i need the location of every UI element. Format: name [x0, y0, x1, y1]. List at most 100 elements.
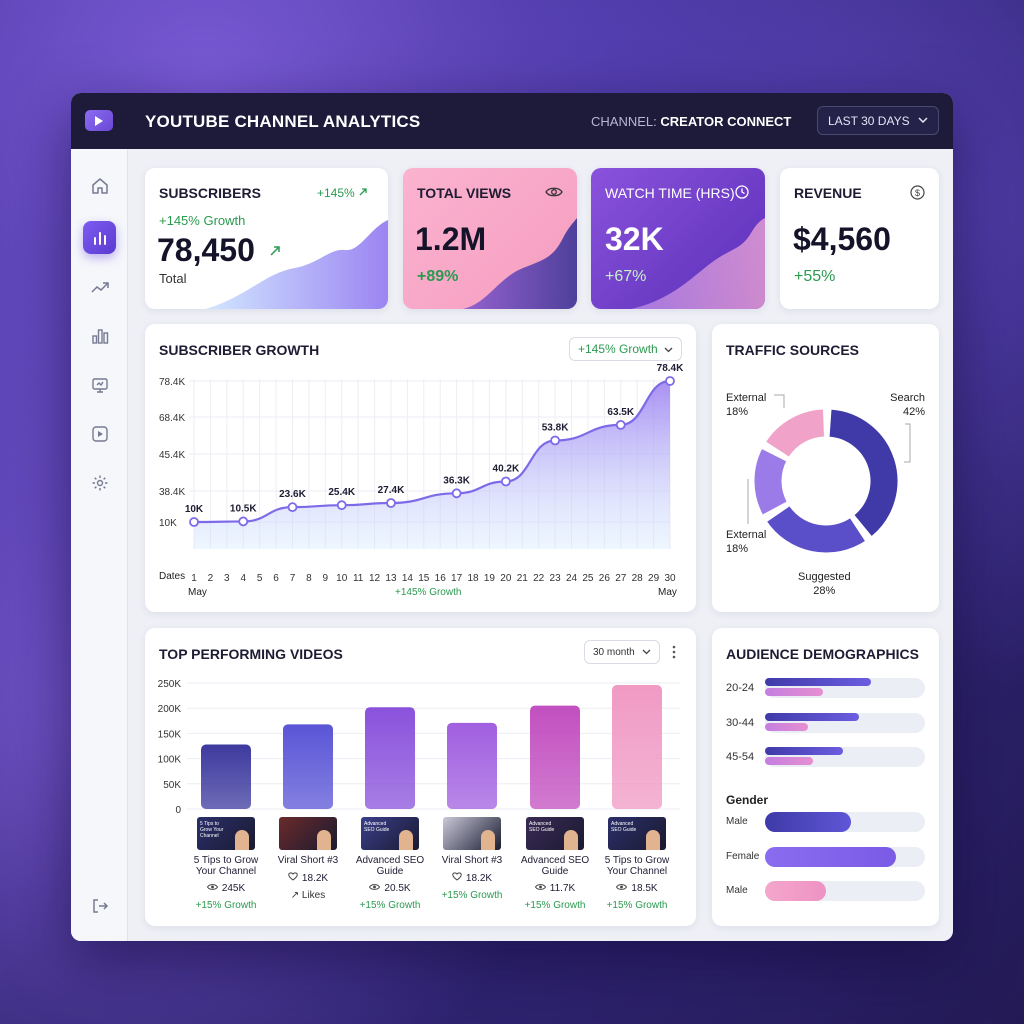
growth-point [336, 500, 347, 511]
video-item[interactable]: 5 Tips to Grow Your Channel 5 Tips to Gr… [186, 817, 266, 911]
views-card: TOTAL VIEWS 1.2M +89% [403, 168, 577, 309]
videos-period-dropdown[interactable]: 30 month [584, 640, 660, 664]
x-tick-label: 24 [566, 573, 578, 584]
video-thumbnail[interactable]: Advanced SEO Guide [608, 817, 666, 850]
traffic-label-search: Search 42% [890, 392, 925, 418]
y-tick-label: 100K [158, 755, 182, 766]
gender-bar-fill [765, 847, 897, 867]
dollar-icon: $ [910, 185, 925, 205]
chevron-down-icon [664, 342, 673, 356]
monitor-icon[interactable] [89, 374, 111, 396]
chevron-down-icon [642, 647, 651, 658]
heart-icon [288, 872, 298, 884]
watch-time-title: WATCH TIME (HRS) [605, 185, 735, 201]
more-options-icon[interactable] [672, 645, 676, 664]
growth-point [189, 517, 199, 527]
x-tick-label: 3 [224, 573, 230, 584]
x-tick-label: 21 [517, 573, 529, 584]
x-tick-label: 14 [402, 573, 414, 584]
month-start-label: May [188, 587, 207, 598]
x-tick-label: 19 [484, 573, 496, 584]
traffic-label-external-bottom: External 18% [726, 529, 767, 555]
traffic-label-suggested: Suggested 28% [798, 571, 851, 597]
watch-time-card: WATCH TIME (HRS) 32K +67% [591, 168, 765, 309]
eye-icon [616, 883, 628, 894]
trend-icon[interactable] [89, 276, 111, 298]
channel-label: CHANNEL: [591, 114, 657, 129]
logout-icon[interactable] [89, 895, 111, 917]
video-thumbnail[interactable] [279, 817, 337, 850]
eye-icon [534, 883, 546, 894]
subscribers-sub: Total [159, 271, 187, 286]
person-icon [564, 830, 578, 850]
video-item[interactable]: Viral Short #3 18.2K ↗ Likes [268, 817, 348, 901]
videos-period-label: 30 month [593, 646, 635, 658]
video-growth: ↗ Likes [290, 890, 326, 901]
growth-line [193, 379, 671, 524]
top-videos-title: TOP PERFORMING VIDEOS [159, 646, 343, 662]
home-icon[interactable] [89, 175, 111, 197]
settings-icon[interactable] [89, 472, 111, 494]
growth-point-label: 36.3K [443, 475, 470, 486]
video-stat: 245K [186, 883, 266, 894]
video-bar [612, 685, 662, 809]
video-stat: 20.5K [350, 883, 430, 894]
leader-line [904, 423, 911, 463]
video-thumbnail[interactable]: Advanced SEO Guide [526, 817, 584, 850]
gender-bar-fill [765, 881, 826, 901]
video-title: Viral Short #3 [277, 855, 339, 866]
x-tick-label: 9 [323, 573, 329, 584]
month-end-label: May [658, 587, 677, 598]
video-item[interactable]: Advanced SEO Guide Advanced SEO Guide 20.… [350, 817, 430, 911]
x-tick-label: 26 [599, 573, 611, 584]
thumbnail-text: Advanced SEO Guide [611, 821, 637, 833]
age-bar-primary [765, 678, 871, 686]
bar-chart-icon[interactable] [89, 325, 111, 347]
growth-point-label: 10.5K [230, 503, 257, 514]
watch-time-value: 32K [605, 221, 664, 257]
sidebar [71, 149, 128, 941]
y-tick-label: 45.4K [159, 450, 185, 461]
subscriber-growth-title: SUBSCRIBER GROWTH [159, 342, 320, 358]
video-stat: 18.5K [597, 883, 677, 894]
traffic-slice [764, 408, 825, 458]
growth-filter-dropdown[interactable]: +145% Growth [569, 337, 682, 361]
top-videos-card: TOP PERFORMING VIDEOS 30 month 0 50K 100K 1… [145, 628, 696, 926]
video-thumbnail[interactable]: Advanced SEO Guide [361, 817, 419, 850]
growth-point [500, 476, 511, 487]
age-group-label: 45-54 [726, 751, 755, 763]
video-icon[interactable] [89, 423, 111, 445]
video-thumbnail[interactable] [443, 817, 501, 850]
traffic-slice [753, 447, 788, 516]
growth-point [550, 435, 561, 446]
x-tick-label: 7 [290, 573, 296, 584]
subscribers-value: 78,450 [157, 232, 255, 268]
views-title: TOTAL VIEWS [417, 185, 512, 201]
x-tick-label: 27 [615, 573, 627, 584]
analytics-icon[interactable] [83, 221, 116, 254]
growth-point-label: 23.6K [279, 489, 306, 500]
video-item[interactable]: Advanced SEO Guide 5 Tips to Grow Your Ch… [597, 817, 677, 911]
x-tick-label: 5 [257, 573, 263, 584]
y-tick-label: 38.4K [159, 487, 185, 498]
youtube-logo-icon [85, 110, 113, 131]
age-group-label: 20-24 [726, 682, 755, 694]
chevron-down-icon [918, 115, 928, 126]
traffic-donut-chart [747, 394, 911, 554]
x-tick-label: 18 [467, 573, 479, 584]
age-bar-primary [765, 713, 860, 721]
video-growth: +15% Growth [195, 900, 257, 911]
video-item[interactable]: Advanced SEO Guide Advanced SEO Guide 11.… [515, 817, 595, 911]
channel-info: CHANNEL: CREATOR CONNECT [591, 114, 791, 129]
video-item[interactable]: Viral Short #3 18.2K +15% Growth [432, 817, 512, 901]
video-growth: +15% Growth [524, 900, 586, 911]
date-range-dropdown[interactable]: LAST 30 DAYS [817, 106, 939, 135]
y-tick-label: 50K [163, 780, 181, 791]
growth-point [386, 498, 396, 508]
growth-point [451, 488, 462, 499]
video-bar [365, 707, 415, 809]
video-thumbnail[interactable]: 5 Tips to Grow Your Channel [197, 817, 255, 850]
growth-point-label: 27.4K [378, 485, 405, 496]
thumbnail-text: Advanced SEO Guide [529, 821, 555, 833]
